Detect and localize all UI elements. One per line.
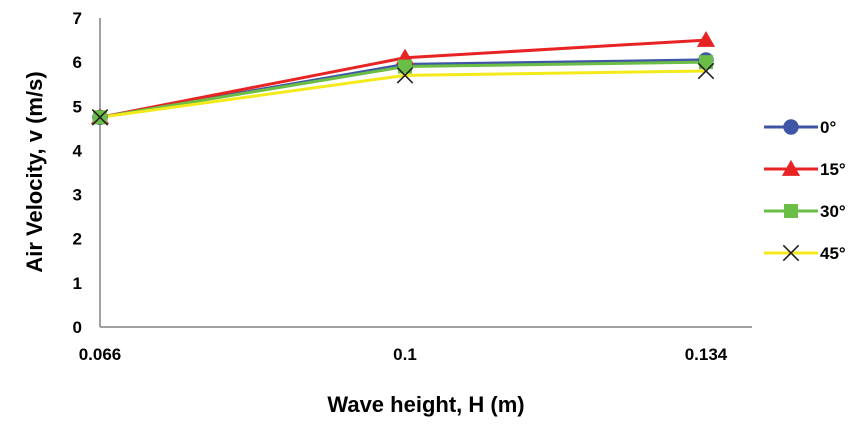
square-marker <box>784 204 798 218</box>
legend-item: 15° <box>764 159 846 179</box>
legend-label: 45° <box>820 244 846 263</box>
y-axis-title: Air Velocity, v (m/s) <box>22 71 47 272</box>
y-tick-label: 4 <box>73 141 83 160</box>
triangle-marker <box>696 30 716 47</box>
x-marker <box>697 62 715 80</box>
x-tick-label: 0.1 <box>393 345 417 364</box>
legend-label: 30° <box>820 202 846 221</box>
y-tick-labels: 0 1 2 3 4 5 6 7 <box>73 9 83 337</box>
y-tick-label: 3 <box>73 186 82 205</box>
square-marker <box>398 59 412 74</box>
x-axis-title: Wave height, H (m) <box>327 392 524 417</box>
x-tick-label: 0.066 <box>79 345 122 364</box>
series-layer <box>90 30 716 126</box>
legend-label: 0° <box>820 118 836 137</box>
y-tick-label: 0 <box>73 318 82 337</box>
triangle-marker <box>781 159 801 176</box>
legend-label: 15° <box>820 160 846 179</box>
y-tick-label: 7 <box>73 9 82 28</box>
x-marker <box>396 67 414 84</box>
y-tick-label: 6 <box>73 53 82 72</box>
legend-item: 0° <box>764 118 836 137</box>
y-tick-label: 2 <box>73 230 82 249</box>
y-tick-label: 5 <box>73 97 82 116</box>
x-marker <box>91 109 109 126</box>
x-tick-label: 0.134 <box>685 345 728 364</box>
square-marker <box>699 55 713 70</box>
x-marker-stroke <box>91 109 109 126</box>
circle-marker <box>783 119 799 135</box>
x-marker-stroke <box>396 67 414 84</box>
legend-item: 45° <box>764 244 846 263</box>
legend-item: 30° <box>764 202 846 221</box>
x-marker <box>782 244 800 262</box>
x-marker-stroke <box>782 244 800 262</box>
legend: 0° 15° 30° 45° <box>764 118 846 263</box>
y-tick-label: 1 <box>73 274 82 293</box>
x-tick-labels: 0.066 0.1 0.134 <box>79 345 728 364</box>
x-marker-stroke <box>697 62 715 80</box>
